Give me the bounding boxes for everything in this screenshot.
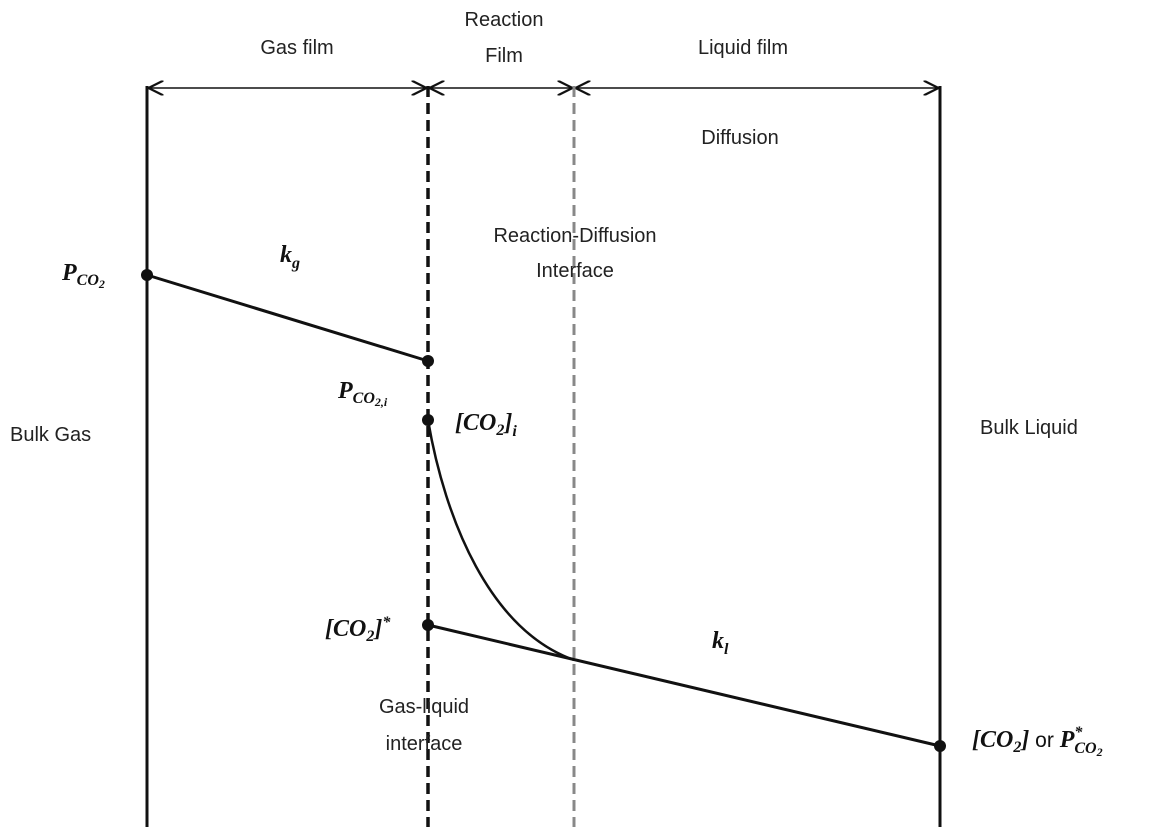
symbol-part: 2: [1012, 739, 1021, 756]
symbol: [CO2]i: [455, 410, 517, 440]
label: Film: [485, 45, 523, 67]
symbol: kl: [712, 628, 729, 658]
label: Bulk Gas: [10, 424, 91, 446]
symbol-part: [CO: [325, 616, 366, 642]
symbol-part: P: [61, 260, 77, 286]
liquid-profile: [427, 623, 941, 748]
point: [422, 355, 434, 367]
symbol-part: P: [1059, 727, 1075, 753]
gas-profile: [146, 273, 429, 363]
label: interface: [386, 733, 463, 755]
symbol-part: k: [712, 628, 724, 654]
symbol-part: ]: [502, 410, 512, 436]
symbol-part: 2,i: [374, 395, 388, 409]
symbol-part: or: [1029, 729, 1059, 752]
symbol-part: ]: [1019, 727, 1029, 753]
symbol-part: g: [291, 255, 300, 272]
label: Diffusion: [701, 127, 778, 149]
symbol-part: CO: [353, 390, 376, 407]
symbol-part: 2: [495, 422, 504, 439]
symbol-part: CO: [77, 272, 100, 289]
symbol-part: *: [1074, 724, 1083, 741]
point: [934, 740, 946, 752]
reaction-profile: [426, 419, 575, 662]
label: Bulk Liquid: [980, 417, 1078, 439]
symbol: [CO2]*: [325, 614, 391, 645]
symbol-part: l: [724, 641, 729, 658]
label: Reaction: [465, 9, 544, 31]
symbol-part: P: [337, 378, 353, 404]
symbol: PCO2,i: [337, 378, 388, 409]
label: Interface: [536, 260, 614, 282]
label: Gas-liquid: [379, 696, 469, 718]
point: [422, 414, 434, 426]
symbol: kg: [280, 242, 300, 272]
symbol-part: ]: [372, 616, 382, 642]
symbol-part: [CO: [455, 410, 496, 436]
label: Reaction-Diffusion: [493, 225, 656, 247]
label: Gas film: [260, 37, 333, 59]
symbol-part: k: [280, 242, 292, 268]
symbol-part: 2: [98, 277, 105, 291]
symbol: PCO2: [61, 260, 105, 291]
label: Liquid film: [698, 37, 788, 59]
point: [141, 269, 153, 281]
symbol-part: i: [512, 423, 517, 440]
point: [422, 619, 434, 631]
symbol-part: [CO: [972, 727, 1013, 753]
symbol-part: 2: [365, 628, 374, 645]
symbol-part: CO: [1074, 740, 1097, 757]
symbol-part: 2: [1096, 745, 1103, 759]
symbol: [CO2] or P* CO2: [972, 724, 1103, 759]
symbol-part: *: [382, 614, 391, 631]
